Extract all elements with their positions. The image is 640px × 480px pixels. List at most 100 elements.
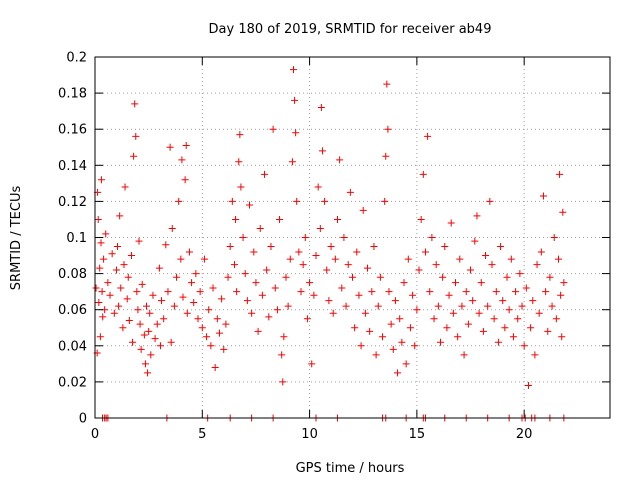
data-point [346,188,354,196]
data-point [96,333,104,341]
data-point [518,302,526,310]
data-point [137,345,145,353]
data-point [424,132,432,140]
data-point [391,297,399,305]
data-point [220,345,228,353]
data-point [389,345,397,353]
data-point [108,250,116,258]
data-point [482,252,490,260]
data-point [492,288,500,296]
data-point [503,273,511,281]
data-point [167,338,175,346]
data-point [95,298,103,306]
data-point [246,201,253,209]
data-point [430,315,438,323]
data-point [374,302,382,310]
data-point [361,309,369,317]
data-point [544,327,552,335]
data-point [318,147,326,155]
data-point [276,215,284,223]
data-point [308,360,316,368]
data-point [505,306,513,314]
data-point [490,315,498,323]
data-point [129,338,137,346]
data-point [114,243,122,251]
data-point [140,331,148,339]
data-point [524,382,532,390]
data-point [516,270,524,278]
data-point [398,338,406,346]
data-point [211,363,219,371]
data-point [471,237,479,245]
data-point [537,248,545,256]
y-tick-label: 0.12 [58,195,87,210]
data-point [357,342,365,350]
data-point [146,309,154,317]
data-point [303,315,311,323]
data-point [203,333,211,341]
data-point [265,313,273,321]
data-point [329,309,337,317]
data-point [135,237,143,245]
data-point [351,324,359,332]
data-point [125,317,133,325]
data-point [236,131,244,139]
grid-lines [95,57,610,418]
data-point [439,273,447,281]
data-point [340,234,348,241]
data-point [209,284,217,292]
data-point [484,302,492,310]
data-point [557,291,565,299]
data-point [509,333,517,341]
data-point [96,264,104,272]
data-point [432,261,440,269]
data-point [514,315,522,323]
data-point [205,306,213,314]
data-point [192,270,200,278]
data-point [548,302,556,310]
data-point [141,360,149,368]
data-point [183,309,191,317]
data-point [366,327,374,335]
data-point [467,266,475,274]
data-point [292,129,300,137]
data-point [263,266,271,274]
data-point [286,255,294,263]
data-point [458,302,466,310]
data-point [353,248,361,256]
data-point [321,197,329,205]
data-point [132,132,140,140]
data-point [462,288,470,296]
data-point [136,320,144,328]
data-point [100,255,108,263]
data-point [243,297,251,305]
data-point [454,333,462,341]
chart-title: Day 180 of 2019, SRMTID for receiver ab4… [209,22,492,37]
data-point [494,338,502,346]
data-point [381,197,389,205]
data-point [314,183,322,191]
data-point [280,333,288,341]
data-point [384,125,392,133]
data-point [289,66,297,74]
data-point [473,212,481,220]
data-point [488,261,496,269]
data-point [556,170,564,178]
data-point [156,342,164,350]
data-point [507,255,515,263]
data-point [327,243,335,251]
data-point [456,255,464,263]
data-point [417,215,425,223]
data-point [92,284,100,292]
y-tick-label: 0.04 [58,339,87,354]
data-point [428,234,436,241]
data-point [149,291,157,299]
data-point [413,306,421,314]
data-point [520,342,528,350]
data-point [445,291,453,299]
data-point [288,158,296,166]
y-tick-label: 0.06 [58,303,87,318]
data-point [279,378,287,386]
data-point [175,197,183,205]
